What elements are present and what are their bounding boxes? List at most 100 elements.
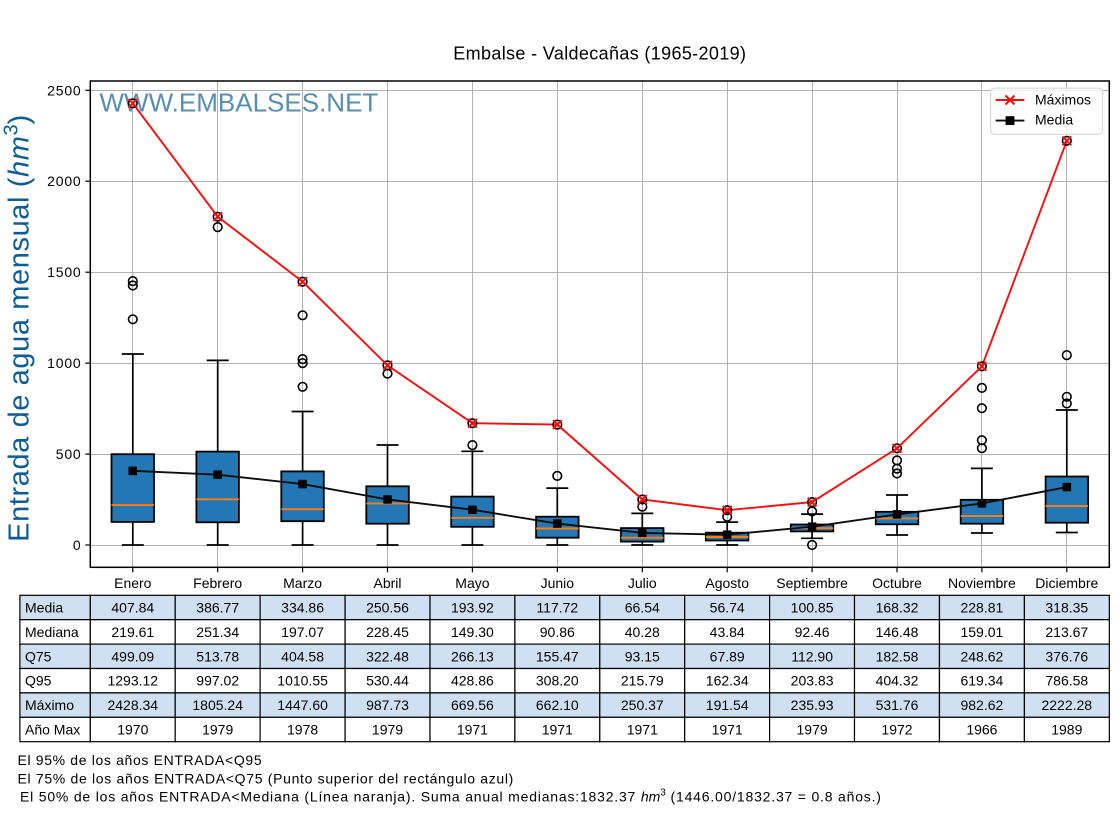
svg-text:1971: 1971 bbox=[712, 722, 743, 738]
svg-text:Año Max: Año Max bbox=[25, 722, 80, 738]
svg-text:982.62: 982.62 bbox=[960, 697, 1003, 713]
svg-text:213.67: 213.67 bbox=[1045, 624, 1088, 640]
svg-text:308.20: 308.20 bbox=[536, 673, 579, 689]
svg-text:Máximo: Máximo bbox=[25, 697, 74, 713]
svg-text:1970: 1970 bbox=[117, 722, 148, 738]
svg-text:Media: Media bbox=[25, 600, 63, 616]
svg-text:404.32: 404.32 bbox=[876, 673, 919, 689]
svg-text:1989: 1989 bbox=[1051, 722, 1082, 738]
svg-text:Noviembre: Noviembre bbox=[948, 575, 1016, 591]
svg-text:1978: 1978 bbox=[287, 722, 318, 738]
svg-text:1447.60: 1447.60 bbox=[277, 697, 328, 713]
svg-text:997.02: 997.02 bbox=[196, 673, 239, 689]
svg-text:1500: 1500 bbox=[47, 264, 81, 280]
svg-text:1010.55: 1010.55 bbox=[277, 673, 328, 689]
svg-text:428.86: 428.86 bbox=[451, 673, 494, 689]
svg-text:2500: 2500 bbox=[47, 82, 81, 98]
svg-text:Octubre: Octubre bbox=[872, 575, 922, 591]
svg-text:1979: 1979 bbox=[202, 722, 233, 738]
svg-text:228.45: 228.45 bbox=[366, 624, 409, 640]
svg-text:266.13: 266.13 bbox=[451, 648, 494, 664]
svg-text:Media: Media bbox=[1035, 111, 1073, 127]
svg-text:43.84: 43.84 bbox=[710, 624, 745, 640]
svg-text:El 95% de los años ENTRADA<Q95: El 95% de los años ENTRADA<Q95 bbox=[18, 752, 263, 768]
svg-text:Abril: Abril bbox=[373, 575, 401, 591]
svg-text:Septiembre: Septiembre bbox=[776, 575, 848, 591]
svg-text:67.89: 67.89 bbox=[710, 648, 745, 664]
svg-text:Embalse - Valdecañas (1965-201: Embalse - Valdecañas (1965-2019) bbox=[453, 43, 746, 63]
svg-text:Junio: Junio bbox=[541, 575, 575, 591]
svg-text:197.07: 197.07 bbox=[281, 624, 324, 640]
svg-text:322.48: 322.48 bbox=[366, 648, 409, 664]
svg-text:2000: 2000 bbox=[47, 173, 81, 189]
svg-text:66.54: 66.54 bbox=[625, 600, 660, 616]
svg-text:159.01: 159.01 bbox=[960, 624, 1003, 640]
svg-text:228.81: 228.81 bbox=[960, 600, 1003, 616]
svg-text:112.90: 112.90 bbox=[791, 648, 833, 664]
svg-text:Enero: Enero bbox=[114, 575, 152, 591]
svg-text:Q95: Q95 bbox=[25, 673, 52, 689]
svg-text:318.35: 318.35 bbox=[1045, 600, 1088, 616]
svg-text:2428.34: 2428.34 bbox=[107, 697, 158, 713]
svg-text:1971: 1971 bbox=[457, 722, 488, 738]
svg-text:1979: 1979 bbox=[797, 722, 828, 738]
svg-text:146.48: 146.48 bbox=[876, 624, 919, 640]
svg-text:100.85: 100.85 bbox=[791, 600, 834, 616]
svg-text:250.37: 250.37 bbox=[621, 697, 664, 713]
svg-text:191.54: 191.54 bbox=[706, 697, 749, 713]
svg-text:El 50% de los años ENTRADA<Med: El 50% de los años ENTRADA<Mediana (Líne… bbox=[20, 788, 882, 805]
svg-text:376.76: 376.76 bbox=[1045, 648, 1088, 664]
svg-text:513.78: 513.78 bbox=[196, 648, 239, 664]
svg-text:1000: 1000 bbox=[47, 355, 81, 371]
svg-text:Máximos: Máximos bbox=[1035, 91, 1091, 107]
svg-text:250.56: 250.56 bbox=[366, 600, 409, 616]
svg-text:1971: 1971 bbox=[627, 722, 658, 738]
svg-text:Febrero: Febrero bbox=[193, 575, 242, 591]
svg-text:El 75% de los años ENTRADA<Q75: El 75% de los años ENTRADA<Q75 (Punto su… bbox=[18, 771, 515, 787]
svg-text:248.62: 248.62 bbox=[960, 648, 1003, 664]
svg-text:Marzo: Marzo bbox=[283, 575, 322, 591]
svg-text:386.77: 386.77 bbox=[196, 600, 239, 616]
svg-text:669.56: 669.56 bbox=[451, 697, 494, 713]
svg-text:235.93: 235.93 bbox=[791, 697, 834, 713]
svg-text:2222.28: 2222.28 bbox=[1041, 697, 1092, 713]
svg-text:404.58: 404.58 bbox=[281, 648, 324, 664]
svg-text:Mediana: Mediana bbox=[25, 624, 79, 640]
svg-text:1293.12: 1293.12 bbox=[107, 673, 158, 689]
svg-text:1971: 1971 bbox=[542, 722, 573, 738]
svg-text:1966: 1966 bbox=[966, 722, 997, 738]
svg-text:149.30: 149.30 bbox=[451, 624, 494, 640]
svg-text:987.73: 987.73 bbox=[366, 697, 409, 713]
svg-text:499.09: 499.09 bbox=[111, 648, 154, 664]
svg-text:530.44: 530.44 bbox=[366, 673, 409, 689]
svg-text:Entrada de agua mensual (hm3): Entrada de agua mensual (hm3) bbox=[1, 114, 36, 542]
svg-text:219.61: 219.61 bbox=[111, 624, 154, 640]
svg-text:531.76: 531.76 bbox=[876, 697, 919, 713]
svg-text:0: 0 bbox=[73, 537, 82, 553]
svg-text:Julio: Julio bbox=[628, 575, 657, 591]
svg-text:334.86: 334.86 bbox=[281, 600, 324, 616]
svg-text:1979: 1979 bbox=[372, 722, 403, 738]
svg-text:Q75: Q75 bbox=[25, 648, 52, 664]
svg-text:1805.24: 1805.24 bbox=[192, 697, 243, 713]
svg-text:182.58: 182.58 bbox=[876, 648, 919, 664]
svg-text:93.15: 93.15 bbox=[625, 648, 660, 664]
svg-text:40.28: 40.28 bbox=[625, 624, 660, 640]
svg-text:619.34: 619.34 bbox=[960, 673, 1003, 689]
svg-text:56.74: 56.74 bbox=[710, 600, 745, 616]
svg-text:Diciembre: Diciembre bbox=[1035, 575, 1098, 591]
svg-text:162.34: 162.34 bbox=[706, 673, 749, 689]
svg-text:155.47: 155.47 bbox=[536, 648, 579, 664]
svg-text:786.58: 786.58 bbox=[1045, 673, 1088, 689]
svg-text:500: 500 bbox=[56, 446, 82, 462]
svg-text:662.10: 662.10 bbox=[536, 697, 579, 713]
svg-text:1972: 1972 bbox=[881, 722, 912, 738]
svg-text:203.83: 203.83 bbox=[791, 673, 834, 689]
svg-text:407.84: 407.84 bbox=[111, 600, 154, 616]
svg-text:90.86: 90.86 bbox=[540, 624, 575, 640]
svg-text:92.46: 92.46 bbox=[795, 624, 830, 640]
svg-text:Agosto: Agosto bbox=[705, 575, 749, 591]
svg-text:117.72: 117.72 bbox=[536, 600, 578, 616]
svg-text:Mayo: Mayo bbox=[455, 575, 489, 591]
svg-text:193.92: 193.92 bbox=[451, 600, 494, 616]
